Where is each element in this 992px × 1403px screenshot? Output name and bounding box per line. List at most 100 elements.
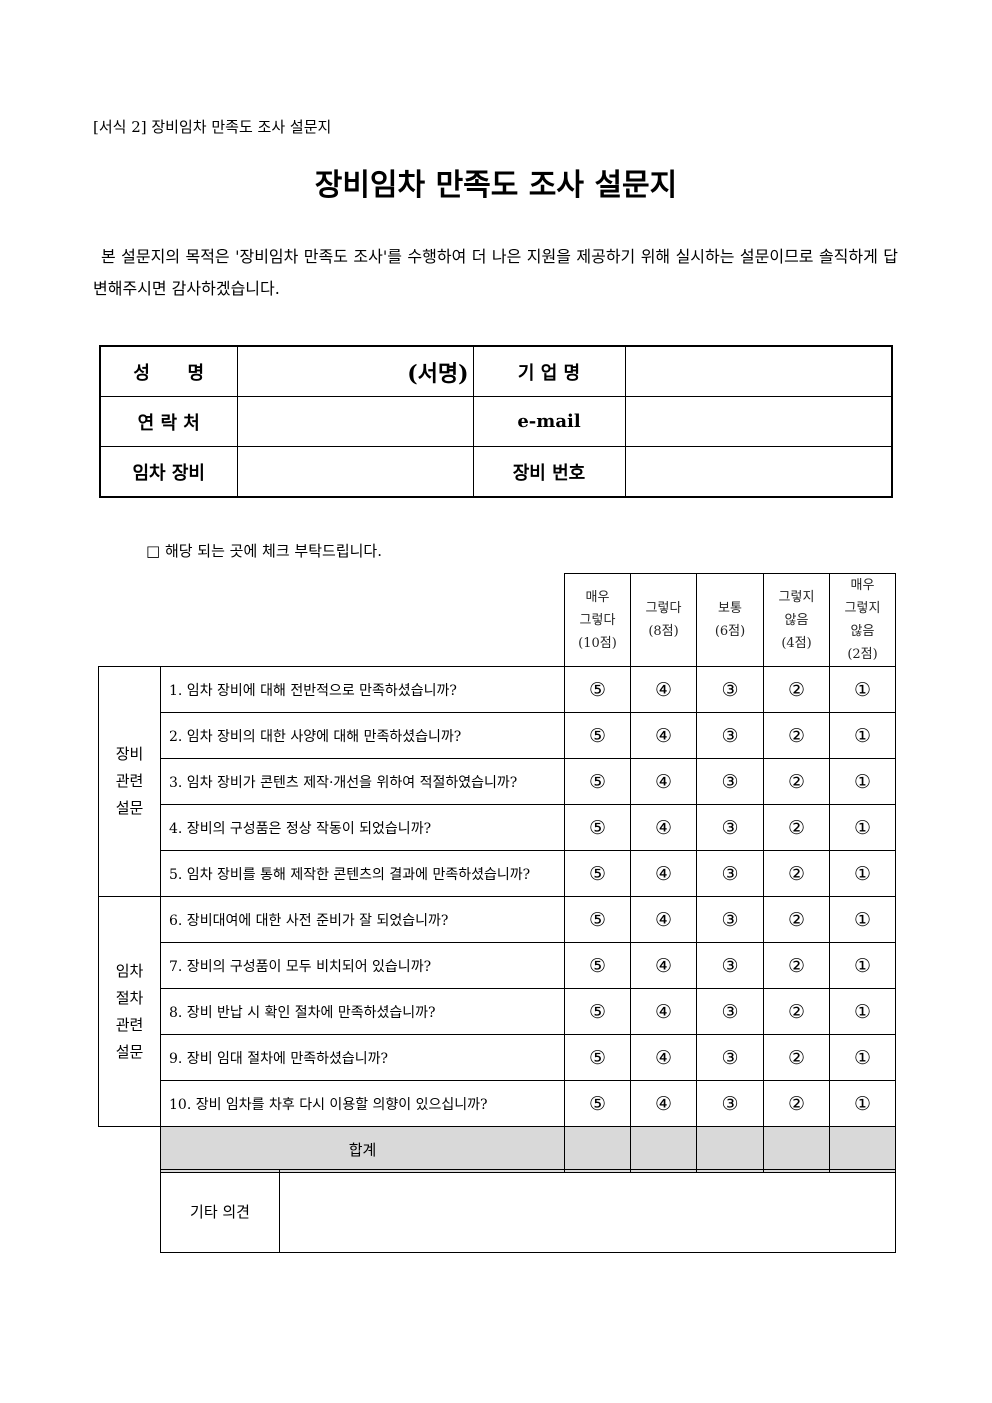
rating-option[interactable]: ② — [763, 758, 830, 805]
rating-option[interactable]: ⑤ — [564, 896, 631, 943]
total-cell[interactable] — [829, 1126, 896, 1173]
rating-option[interactable]: ⑤ — [564, 758, 631, 805]
question-text: 7. 장비의 구성품이 모두 비치되어 있습니까? — [160, 942, 565, 989]
contact-field[interactable] — [236, 396, 474, 447]
rating-option[interactable]: ⑤ — [564, 666, 631, 713]
rating-option[interactable]: ① — [829, 666, 896, 713]
equipment-field[interactable] — [236, 446, 474, 498]
total-row: 합계 — [99, 1126, 896, 1173]
name-field[interactable]: (서명) — [236, 345, 474, 397]
scale-header-text: 그렇다 — [579, 612, 616, 628]
scale-header-text: (6점) — [714, 624, 746, 639]
scale-header: 매우 그렇지 않음 (2점) — [829, 573, 896, 667]
question-row: 장비 관련 설문 1. 임차 장비에 대해 전반적으로 만족하셨습니까? ⑤ ④ ③ ② ① — [98, 666, 896, 897]
rating-option[interactable]: ② — [763, 666, 830, 713]
rating-option[interactable]: ④ — [630, 988, 697, 1035]
rating-option[interactable]: ④ — [630, 850, 697, 897]
question-row: 4. 장비의 구성품은 정상 작동이 되었습니까? ⑤ ④ ③ ② ① — [99, 804, 896, 851]
total-cell[interactable] — [696, 1126, 764, 1173]
rating-option[interactable]: ③ — [696, 988, 764, 1035]
form-label: [서식 2] 장비임차 만족도 조사 설문지 — [93, 118, 332, 136]
company-field[interactable] — [624, 345, 893, 397]
rating-option[interactable]: ③ — [696, 1080, 764, 1127]
rating-option[interactable]: ④ — [630, 758, 697, 805]
rating-option[interactable]: ③ — [696, 896, 764, 943]
equipment-no-label: 장비 번호 — [472, 446, 626, 498]
rating-option[interactable]: ⑤ — [564, 942, 631, 989]
rating-option[interactable]: ③ — [696, 1034, 764, 1081]
rating-option[interactable]: ② — [763, 804, 830, 851]
rating-option[interactable]: ⑤ — [564, 1034, 631, 1081]
scale-header-text: 보통 — [718, 601, 742, 616]
rating-option[interactable]: ① — [829, 850, 896, 897]
scale-header-text: 않음 — [784, 612, 809, 628]
question-text: 2. 임차 장비의 대한 사양에 대해 만족하셨습니까? — [160, 712, 565, 759]
rating-option[interactable]: ② — [763, 712, 830, 759]
scale-header-text: (10점) — [578, 635, 617, 651]
rating-option[interactable]: ⑤ — [564, 850, 631, 897]
email-label: e-mail — [472, 396, 626, 447]
rating-option[interactable]: ② — [763, 942, 830, 989]
email-field[interactable] — [624, 396, 893, 447]
rating-option[interactable]: ② — [763, 850, 830, 897]
rating-option[interactable]: ④ — [630, 804, 697, 851]
scale-header-text: 않음 — [850, 624, 875, 639]
scale-header-text: (8점) — [648, 624, 679, 639]
header-spacer — [99, 574, 565, 667]
rating-option[interactable]: ① — [829, 1034, 896, 1081]
rating-option[interactable]: ① — [829, 1080, 896, 1127]
rating-option[interactable]: ③ — [696, 804, 764, 851]
rating-option[interactable]: ② — [763, 1080, 830, 1127]
other-comments-field[interactable] — [279, 1169, 896, 1253]
equipment-no-field[interactable] — [624, 446, 893, 498]
rating-option[interactable]: ③ — [696, 666, 764, 713]
rating-option[interactable]: ⑤ — [564, 988, 631, 1035]
total-cell[interactable] — [763, 1126, 830, 1173]
rating-option[interactable]: ① — [829, 758, 896, 805]
question-text: 8. 장비 반납 시 확인 절차에 만족하셨습니까? — [160, 988, 565, 1035]
question-text: 6. 장비대여에 대한 사전 준비가 잘 되었습니까? — [160, 896, 565, 943]
question-text: 9. 장비 임대 절차에 만족하셨습니까? — [160, 1034, 565, 1081]
category-cell: 장비 관련 설문 — [98, 666, 161, 897]
rating-option[interactable]: ③ — [696, 850, 764, 897]
rating-option[interactable]: ① — [829, 804, 896, 851]
question-row: 7. 장비의 구성품이 모두 비치되어 있습니까? ⑤ ④ ③ ② ① — [99, 942, 896, 989]
rating-option[interactable]: ① — [829, 988, 896, 1035]
scale-header-text: 그렇지 — [778, 589, 815, 605]
rating-option[interactable]: ④ — [630, 712, 697, 759]
page-title: 장비임차 만족도 조사 설문지 — [314, 168, 678, 203]
total-cell[interactable] — [630, 1126, 697, 1173]
rating-option[interactable]: ⑤ — [564, 804, 631, 851]
rating-option[interactable]: ④ — [630, 666, 697, 713]
rating-option[interactable]: ① — [829, 896, 896, 943]
question-row: 8. 장비 반납 시 확인 절차에 만족하셨습니까? ⑤ ④ ③ ② ① — [99, 988, 896, 1035]
rating-option[interactable]: ② — [763, 896, 830, 943]
equipment-label: 임차 장비 — [99, 446, 238, 498]
scale-header: 매우 그렇다 (10점) — [564, 573, 631, 667]
scale-header: 보통 (6점) — [696, 573, 764, 667]
rating-option[interactable]: ④ — [630, 942, 697, 989]
rating-option[interactable]: ③ — [696, 712, 764, 759]
rating-option[interactable]: ② — [763, 1034, 830, 1081]
rating-option[interactable]: ① — [829, 712, 896, 759]
scale-header-row: 매우 그렇다 (10점) 그렇다 (8점) 보통 (6점) 그렇지 않음 (4점) 매우 그렇지 않음(… — [99, 573, 896, 667]
scale-header-text: 그렇다 — [645, 601, 682, 616]
question-row: 2. 임차 장비의 대한 사양에 대해 만족하셨습니까? ⑤ ④ ③ ② ① — [99, 712, 896, 759]
rating-option[interactable]: ② — [763, 988, 830, 1035]
rating-option[interactable]: ① — [829, 942, 896, 989]
rating-option[interactable]: ④ — [630, 1034, 697, 1081]
rating-option[interactable]: ④ — [630, 896, 697, 943]
rating-option[interactable]: ⑤ — [564, 712, 631, 759]
rating-option[interactable]: ⑤ — [564, 1080, 631, 1127]
category-label: 임차 — [115, 961, 144, 980]
question-row: 5. 임차 장비를 통해 제작한 콘텐츠의 결과에 만족하셨습니까? ⑤ ④ ③ ② ① — [99, 850, 896, 897]
rating-option[interactable]: ③ — [696, 942, 764, 989]
intro-paragraph: 본 설문지의 목적은 '장비임차 만족도 조사'를 수행하여 더 나은 지원을 … — [93, 247, 898, 298]
rating-option[interactable]: ③ — [696, 758, 764, 805]
total-cell[interactable] — [564, 1126, 631, 1173]
name-label: 성 명 — [99, 345, 238, 397]
category-label: 관련 — [115, 1015, 144, 1034]
question-row: 9. 장비 임대 절차에 만족하셨습니까? ⑤ ④ ③ ② ① — [99, 1034, 896, 1081]
rating-option[interactable]: ④ — [630, 1080, 697, 1127]
scale-header: 그렇다 (8점) — [630, 573, 697, 667]
